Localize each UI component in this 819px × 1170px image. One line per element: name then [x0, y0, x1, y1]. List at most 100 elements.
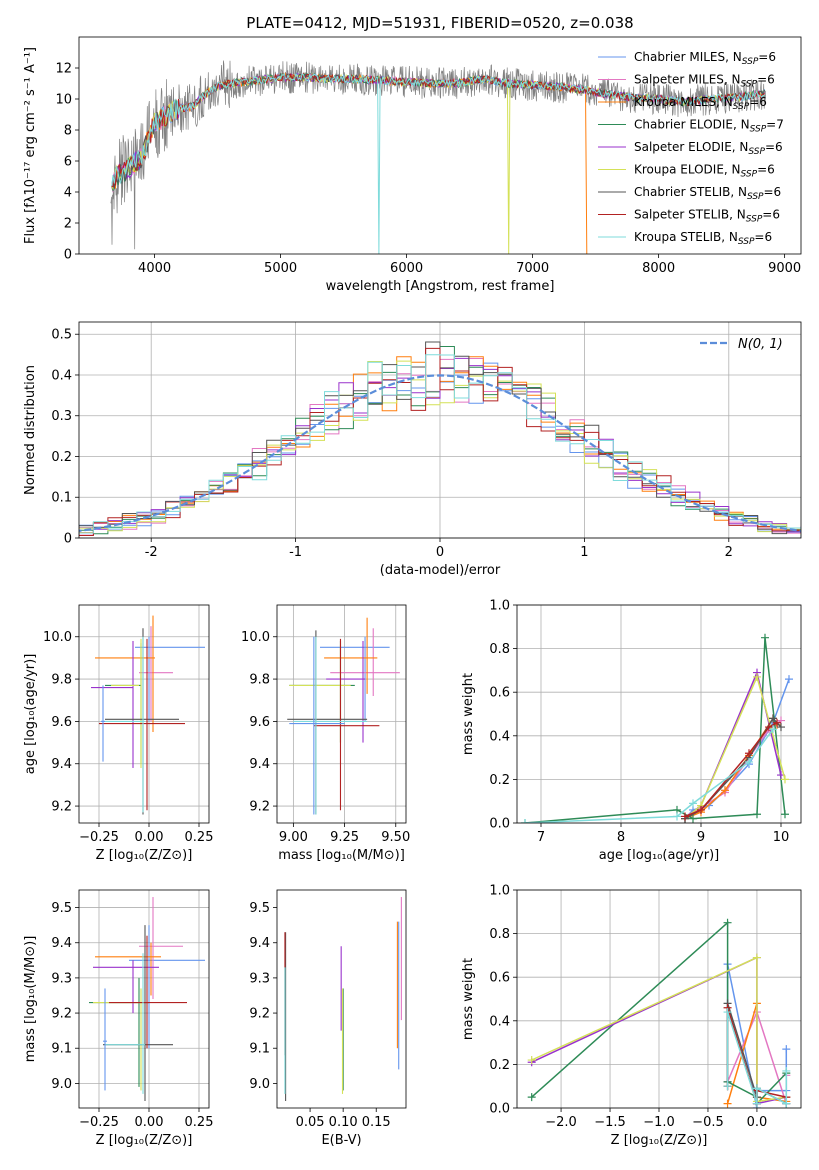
weight-series — [531, 921, 787, 1106]
x-tick-label: 0.00 — [135, 830, 164, 845]
x-tick-label: 7000 — [516, 261, 549, 276]
weight-marker — [777, 723, 785, 732]
errorbar-point — [330, 628, 400, 697]
weight-marker — [689, 799, 697, 808]
plot-area — [110, 60, 767, 254]
y-tick-label: 9.4 — [249, 936, 270, 951]
x-tick-label: −0.25 — [79, 830, 119, 845]
axes-frame — [516, 889, 802, 1109]
errorbar-point — [105, 953, 145, 1094]
legend-entry: Chabrier ELODIE, NSSP=7 — [634, 118, 784, 135]
y-tick-label: 10 — [55, 93, 72, 108]
errorbar-point — [111, 638, 142, 768]
x-tick-label: 8000 — [642, 261, 675, 276]
axes-border — [78, 321, 802, 539]
axes-frame — [276, 604, 407, 824]
y-axis-label: mass weight — [461, 958, 476, 1040]
x-tick-label: 10 — [773, 830, 790, 845]
x-tick-label: 0.15 — [362, 1115, 391, 1130]
y-tick-label: 0.0 — [489, 1102, 510, 1117]
y-tick-label: 9.5 — [51, 901, 72, 916]
axes-border — [78, 604, 210, 824]
weight-marker — [673, 812, 681, 821]
weight-marker — [721, 786, 729, 795]
y-tick-label: 10.0 — [241, 630, 270, 645]
y-tick-label: 9.4 — [51, 757, 72, 772]
x-axis-label: age [log₁₀(age/yr)] — [599, 848, 720, 863]
errorbar-point — [293, 636, 368, 815]
weight-marker — [527, 1093, 536, 1102]
axes-border — [276, 889, 407, 1109]
errorbar-point — [313, 638, 380, 811]
weight-marker — [785, 675, 793, 684]
weight-marker — [773, 718, 781, 727]
y-tick-label: 9.5 — [249, 901, 270, 916]
weight-marker — [769, 725, 777, 734]
panel-age-vs-mass: 9.00 9.25 9.50 9.2 9.4 9.6 9.8 10.0 mass [log₁₀(… — [241, 604, 410, 863]
x-tick-label: -2 — [145, 545, 158, 560]
x-axis-label: Z [log₁₀(Z/Z⊙)] — [96, 848, 193, 863]
panel-age-vs-Z: −0.25 0.00 0.25 9.2 9.4 9.6 9.8 10.0 Z [log₁₀(Z/… — [23, 604, 214, 863]
x-tick-label: −1.5 — [594, 1115, 626, 1130]
y-tick-label: 0.4 — [489, 1014, 510, 1029]
x-axis-label: Z [log₁₀(Z/Z⊙)] — [611, 1133, 708, 1148]
weight-marker — [761, 633, 769, 642]
y-tick-label: 0.0 — [489, 817, 510, 832]
axes-border — [78, 889, 210, 1109]
weight-series — [726, 1011, 788, 1105]
y-tick-label: 6 — [64, 155, 72, 170]
y-tick-label: 2 — [64, 217, 72, 232]
weight-marker — [782, 1066, 791, 1075]
x-tick-label: 0.05 — [296, 1115, 325, 1130]
y-tick-label: 9.0 — [249, 1077, 270, 1092]
residual-histogram — [79, 347, 801, 536]
y-tick-label: 0.2 — [489, 773, 510, 788]
legend-entry: Chabrier STELIB, NSSP=6 — [634, 185, 781, 202]
y-tick-label: 9.4 — [249, 757, 270, 772]
y-tick-label: 9.6 — [51, 715, 72, 730]
y-tick-label: 9.2 — [249, 1007, 270, 1022]
plot-area — [79, 341, 801, 538]
y-axis-label: Flux [fλ10⁻¹⁷ erg cm⁻² s⁻¹ A⁻¹] — [23, 47, 38, 244]
weight-marker — [753, 810, 761, 819]
x-tick-label: 0.0 — [747, 1115, 768, 1130]
y-tick-label: 0.6 — [489, 686, 510, 701]
plot-area — [527, 918, 791, 1108]
x-tick-label: 2 — [725, 545, 733, 560]
y-tick-label: 0 — [64, 248, 72, 263]
weight-marker — [527, 1056, 536, 1065]
legend-entry: Salpeter ELODIE, NSSP=6 — [634, 140, 783, 157]
y-tick-label: 9.2 — [249, 800, 270, 815]
errorbar-point — [289, 640, 355, 743]
axes-frame — [276, 889, 407, 1109]
y-tick-label: 0 — [64, 532, 72, 547]
weight-marker — [745, 749, 753, 758]
axes-border — [78, 36, 802, 255]
weight-series — [684, 670, 782, 820]
weight-marker — [782, 1099, 791, 1108]
y-tick-label: 8 — [64, 124, 72, 139]
weight-marker — [752, 953, 761, 962]
x-tick-label: 0.25 — [185, 830, 214, 845]
x-tick-label: 0.25 — [185, 1115, 214, 1130]
axes-frame — [78, 36, 802, 255]
errorbar-point — [129, 925, 205, 1049]
errorbar-point — [139, 626, 173, 722]
errorbar-point — [93, 988, 145, 1091]
x-axis-label: E(B-V) — [321, 1133, 361, 1148]
weight-marker — [781, 775, 789, 784]
weight-marker — [782, 1045, 791, 1054]
y-tick-label: 9.0 — [51, 1077, 72, 1092]
weight-marker — [752, 1099, 761, 1108]
y-tick-label: 10.0 — [43, 630, 72, 645]
x-tick-label: 7 — [537, 830, 545, 845]
weight-series — [531, 956, 787, 1103]
weight-marker — [769, 714, 777, 723]
y-tick-label: 0.5 — [51, 328, 72, 343]
weight-marker — [681, 812, 689, 821]
y-tick-label: 9.2 — [51, 800, 72, 815]
y-tick-label: 9.3 — [249, 971, 270, 986]
weight-marker — [723, 1008, 732, 1017]
plot-area — [521, 633, 793, 823]
x-axis-label: (data-model)/error — [380, 563, 501, 578]
